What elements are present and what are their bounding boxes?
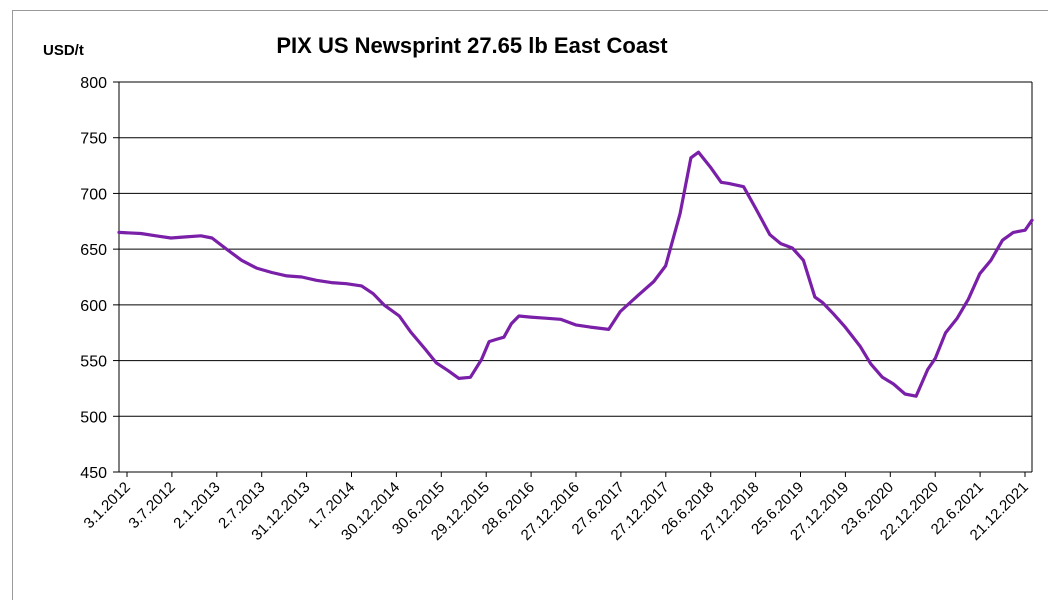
y-axis-ticks: 450 500 550 600 650 700 750 800 [80, 75, 119, 482]
chart-frame [12, 10, 1048, 600]
series-line-0 [117, 150, 1034, 398]
y-axis-unit-label: USD/t [43, 42, 84, 59]
chart-title: PIX US Newsprint 27.65 lb East Coast [276, 33, 668, 58]
x-tick-label: 2.1.2013 [170, 479, 223, 532]
x-tick-label: 3.1.2012 [81, 479, 134, 532]
x-tick-label: 3.7.2012 [125, 479, 178, 532]
y-tick-label: 800 [80, 75, 107, 92]
y-tick-label: 650 [80, 242, 107, 259]
x-axis-ticks: 3.1.20123.7.20122.1.20132.7.201331.12.20… [81, 472, 1032, 544]
y-tick-label: 700 [80, 186, 107, 203]
gridlines [119, 81, 1032, 417]
axes [118, 82, 1033, 473]
y-tick-label: 500 [80, 409, 107, 426]
y-tick-label: 600 [80, 298, 107, 315]
y-tick-label: 750 [80, 131, 107, 148]
y-tick-label: 450 [80, 465, 107, 482]
series-layer [117, 150, 1034, 398]
y-tick-label: 550 [80, 354, 107, 371]
